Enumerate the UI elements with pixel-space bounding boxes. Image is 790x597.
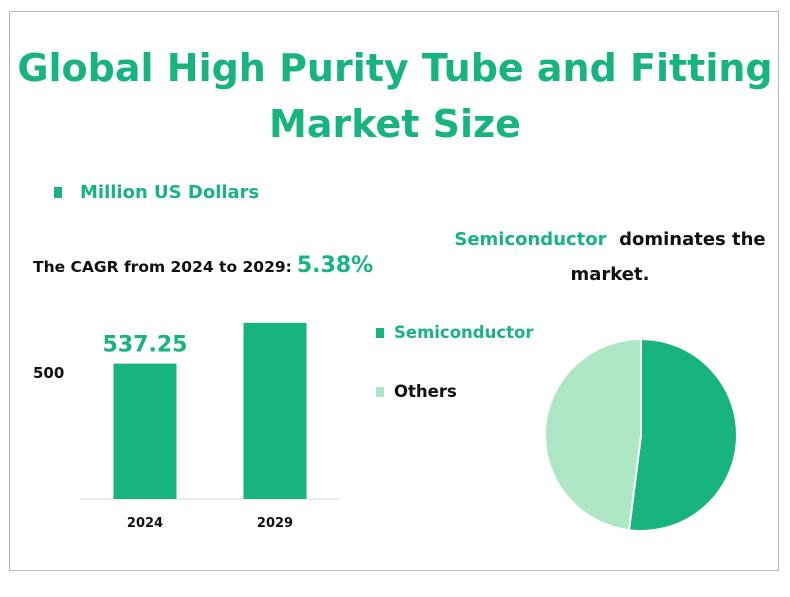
cagr-text: The CAGR from 2024 to 2029: (33, 258, 292, 276)
legend-swatch-semiconductor (376, 327, 384, 338)
unit-legend-swatch (54, 186, 62, 198)
dominance-highlight: Semiconductor (454, 229, 607, 250)
unit-legend: Million US Dollars (54, 179, 259, 205)
data-label-2024: 537.25 (103, 333, 188, 358)
legend-label-semiconductor: Semiconductor (394, 323, 534, 342)
pie-slice-others (544, 337, 642, 532)
dominance-statement: Semiconductor dominates the market. (440, 222, 780, 292)
legend-swatch-others (376, 386, 384, 397)
bar-2024 (113, 363, 177, 499)
cagr-value: 5.38% (296, 253, 374, 278)
cagr-statement: The CAGR from 2024 to 2029: 5.38% (33, 253, 373, 278)
legend-item-others: Others (376, 382, 457, 401)
dominance-text: dominates the market. (570, 229, 766, 285)
chart-frame (9, 11, 779, 571)
legend-label-others: Others (394, 382, 457, 401)
bar-2029 (243, 322, 307, 499)
pie-slice-semiconductor (627, 337, 738, 532)
x-tick-label-2029: 2029 (257, 516, 293, 531)
x-tick-label-2024: 2024 (127, 516, 163, 531)
unit-legend-label: Million US Dollars (80, 181, 260, 203)
y-tick-label-500: 500 (33, 364, 64, 382)
page-title: Global High Purity Tube and Fitting Mark… (17, 46, 773, 146)
legend-item-semiconductor: Semiconductor (376, 323, 534, 342)
